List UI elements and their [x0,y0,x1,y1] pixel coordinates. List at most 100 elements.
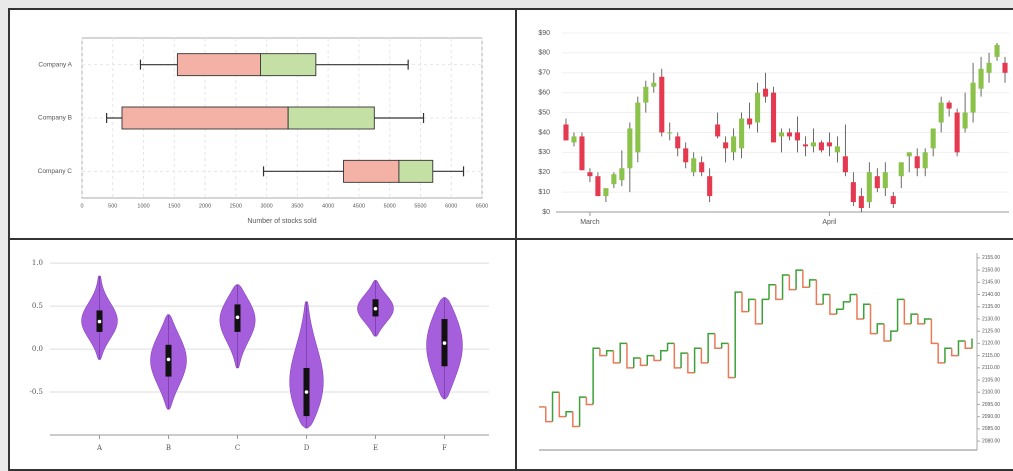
candle-body [659,76,665,133]
candle-body [587,172,593,177]
candle-body [930,128,936,149]
candle-body [755,92,761,123]
step-segment [565,411,573,417]
candle-body [691,158,697,173]
y-tick-label: 0.0 [32,345,43,353]
candle-body [890,196,896,205]
step-segment [754,299,763,325]
y-tick-label: $50 [538,109,550,116]
step-segment [700,348,709,364]
y-tick-label: 2135.00 [982,304,1000,310]
candle-body [635,102,641,153]
y-tick-label: 2080.00 [982,438,1000,444]
candle-body [603,188,609,197]
y-tick-label: 2095.00 [982,402,1000,408]
step-segment [863,303,871,319]
violin-chart: -0.5 0.0 0.5 1.0 A B C D E F [10,240,515,469]
step-segment [680,352,688,368]
step-segment [930,318,939,345]
step-segment [835,308,844,315]
candle-body [986,62,992,73]
y-tick-label: $0 [542,209,550,216]
candle-body [842,156,848,173]
step-segment [646,354,655,366]
candle-body [619,168,625,181]
step-segment [653,355,661,362]
step-segment [944,347,952,363]
step-segment [903,299,912,325]
x-tick-label: 1000 [137,203,149,209]
step-segment [592,347,600,405]
y-tick-label: 2120.00 [982,341,1000,347]
candle-body [994,44,1000,57]
candle-body [914,156,920,169]
step-segment [869,304,878,335]
step-segment [883,323,891,342]
x-axis-label: Number of stocks sold [247,218,316,225]
candle-body [723,142,729,149]
violin-median [235,315,240,320]
step-segment [545,406,553,423]
candle-body [762,88,769,97]
candle-body [707,176,713,197]
y-tick-label: 2150.00 [982,267,1000,273]
candle-body [627,128,633,169]
step-segment [572,411,580,428]
candle-body [667,132,673,134]
step-segment [815,279,824,306]
candle-body [651,82,657,87]
y-tick-label: Company C [38,168,73,175]
y-tick-label: 1.0 [32,259,43,267]
candle-body [946,102,952,109]
y-tick-label: $20 [538,169,550,176]
candle-body [906,152,912,157]
step-segment [775,284,783,301]
box-upper [398,159,434,183]
step-segment [578,396,587,427]
step-segment [937,343,945,364]
y-tick-label: 2155.00 [982,255,1000,261]
candle-body [739,118,745,149]
step-segment [673,343,682,369]
y-tick-label: Company B [38,115,72,122]
box-upper [287,106,375,130]
candle-body [643,86,649,103]
frame [8,238,517,471]
step-segment [741,292,749,313]
candle-body [1002,62,1008,73]
violin-median [373,306,378,311]
step-segment [585,397,594,406]
step-segment [876,323,885,334]
candle-body [675,136,681,149]
x-tick-label: 4500 [353,203,365,209]
step-segment [896,298,905,332]
frame [515,8,1013,240]
candle-body [794,132,801,141]
step-segment [599,348,607,357]
step-segment [558,392,567,418]
step-segment [964,340,972,350]
x-tick-label: B [166,444,171,452]
step-segment [795,269,803,290]
candle-body [579,136,585,171]
x-tick-label: D [304,444,310,452]
x-tick-label: March [580,219,600,226]
candle-body [731,136,737,153]
x-tick-label: A [96,444,103,452]
y-tick-label: 2085.00 [982,426,1000,432]
step-segment [720,342,729,349]
candle-body [770,92,777,143]
x-tick-label: 2000 [199,203,211,209]
step-segment [890,330,898,341]
y-tick-label: 2100.00 [982,390,1000,396]
x-tick-label: 4000 [322,203,334,209]
step-segment [788,274,797,291]
step-segment [802,270,810,288]
candle-body [834,146,840,153]
step-segment [829,294,837,315]
candle-body [978,68,984,89]
step-segment [632,357,641,368]
candle-body [882,172,888,189]
violin-median [442,341,447,345]
box-upper [260,53,317,77]
